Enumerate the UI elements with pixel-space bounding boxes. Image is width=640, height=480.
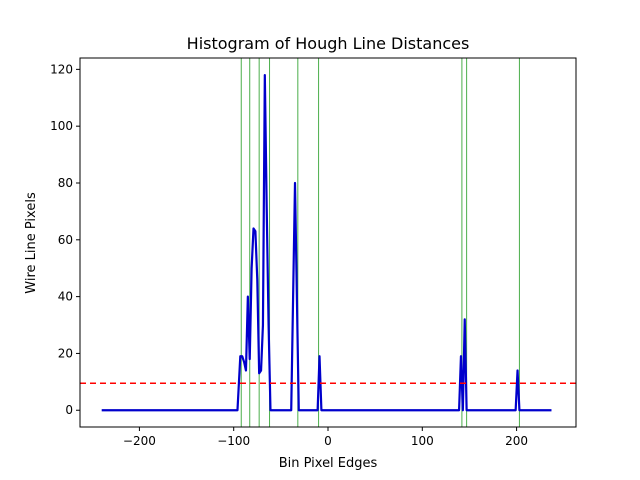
x-tick-label: −100 — [217, 434, 250, 448]
y-tick-label: 60 — [58, 233, 73, 247]
x-tick-label: 0 — [324, 434, 332, 448]
plot-area — [80, 58, 576, 427]
x-axis-label: Bin Pixel Edges — [279, 456, 378, 471]
chart-title: Histogram of Hough Line Distances — [187, 34, 470, 53]
y-tick-label: 120 — [50, 62, 73, 76]
series-line-0 — [101, 73, 552, 412]
y-tick-label: 40 — [58, 290, 73, 304]
y-tick-label: 0 — [65, 403, 73, 417]
y-tick-label: 20 — [58, 346, 73, 360]
x-tick-label: 200 — [505, 434, 528, 448]
x-tick-label: 100 — [411, 434, 434, 448]
y-tick-label: 100 — [50, 119, 73, 133]
y-axis-label: Wire Line Pixels — [24, 192, 39, 294]
y-tick-label: 80 — [58, 176, 73, 190]
x-tick-label: −200 — [123, 434, 156, 448]
axis-ticks: −200 −100 0 100 200 0 20 40 60 80 100 120 — [50, 62, 528, 448]
